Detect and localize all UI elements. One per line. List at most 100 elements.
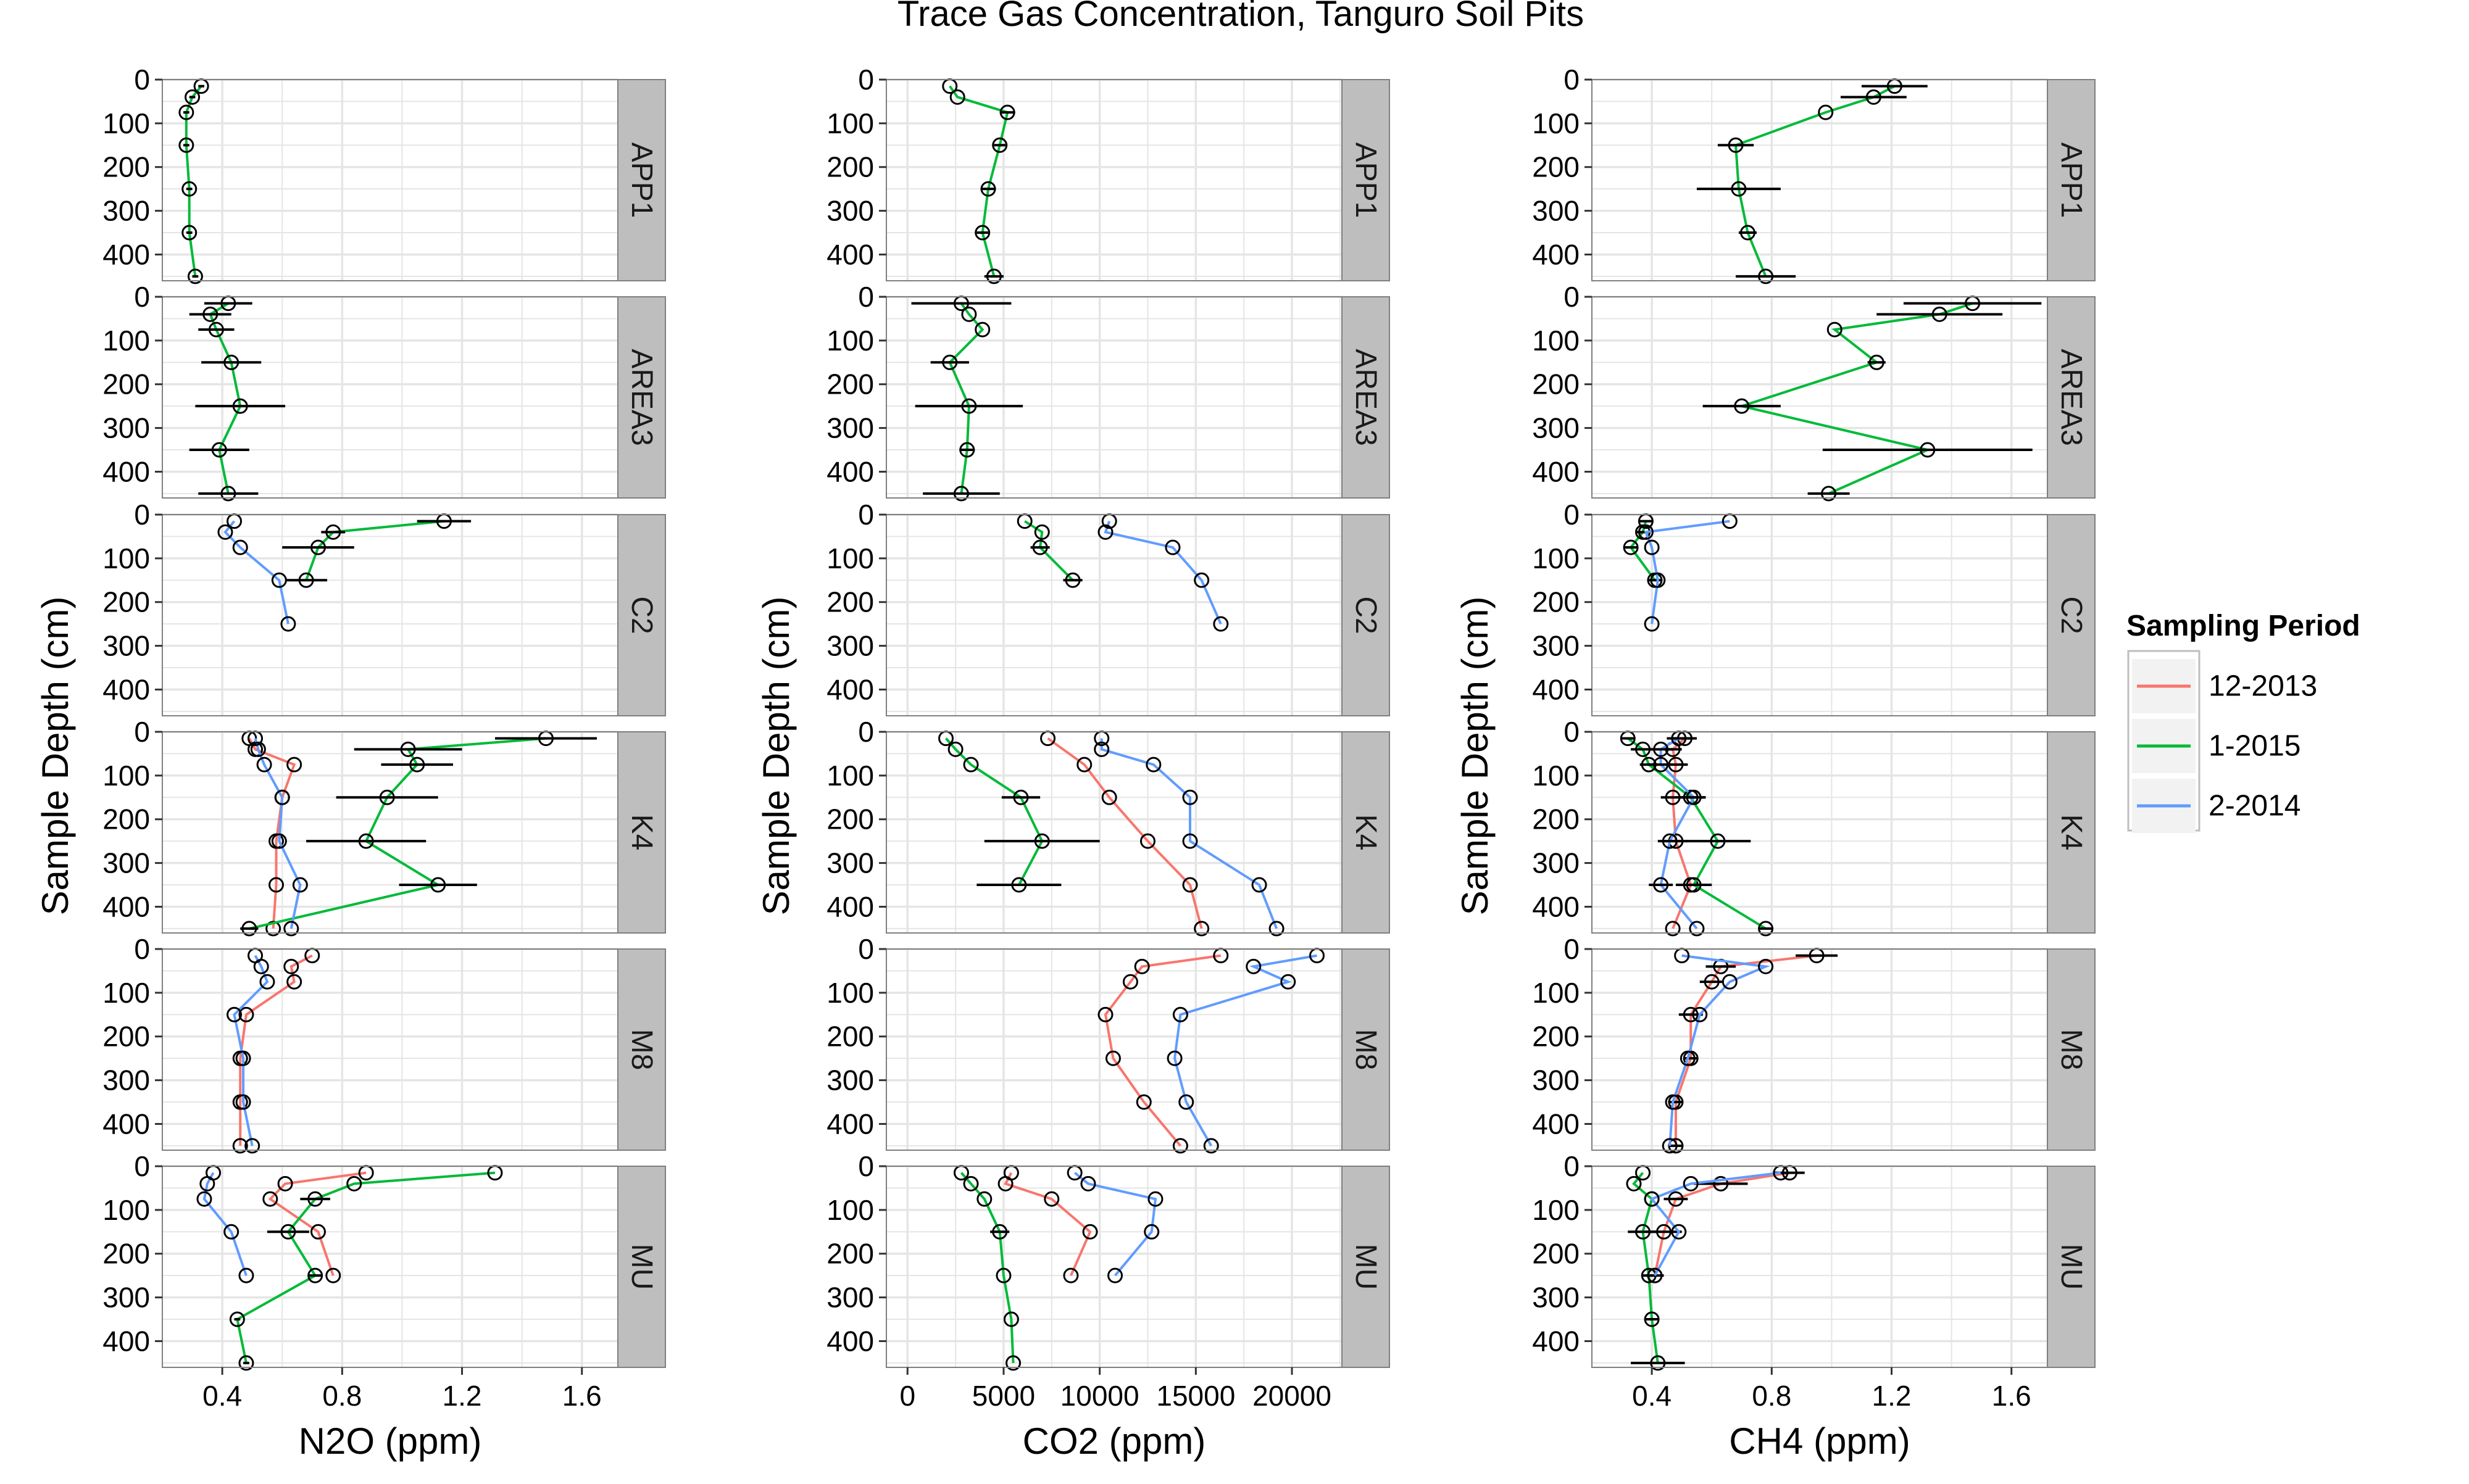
y-axis-label-col-2: Sample Depth (cm) <box>756 597 797 916</box>
y-tick-label: 200 <box>826 586 874 618</box>
facet-strip <box>617 948 666 1151</box>
facet-strip-label: AREA3 <box>1349 349 1382 446</box>
facet-strip-label: C2 <box>2055 596 2088 634</box>
facet-strip <box>617 79 666 281</box>
data-point <box>996 1267 1012 1283</box>
y-tick-label: 300 <box>826 412 874 444</box>
data-point <box>1065 572 1081 588</box>
y-tick-label: 200 <box>826 1021 874 1053</box>
facet-strip-label: K4 <box>625 815 658 851</box>
data-point <box>1734 398 1750 414</box>
y-tick-label: 100 <box>102 325 150 357</box>
data-point <box>999 104 1015 120</box>
data-point <box>283 921 299 937</box>
data-point <box>1683 1175 1699 1192</box>
y-tick-label: 400 <box>102 238 150 270</box>
series-line-2-2014 <box>223 520 289 624</box>
data-point <box>1758 921 1774 937</box>
series-1-2015 <box>911 296 1023 502</box>
y-tick-label: 0 <box>858 1150 874 1182</box>
series-line-2-2014 <box>1100 738 1278 929</box>
data-point <box>1758 958 1774 974</box>
data-point <box>1689 921 1705 937</box>
y-axis-label-col-1: Sample Depth (cm) <box>35 597 76 916</box>
data-point <box>250 741 266 757</box>
panel-n2o-ppm--k4: K4 0 100 200 300 400 <box>102 716 666 937</box>
facet-strip <box>1341 79 1390 281</box>
y-tick-label: 200 <box>1532 368 1580 400</box>
data-point <box>1623 539 1639 555</box>
y-tick-label: 200 <box>826 803 874 835</box>
data-point <box>223 354 239 370</box>
x-tick-label: 5000 <box>972 1380 1035 1412</box>
data-point <box>274 789 290 805</box>
facet-panels: APP1 0 100 200 300 400 AREA3 0 100 200 300 400 C2 0 10… <box>102 64 2096 1462</box>
y-tick-label: 400 <box>826 238 874 270</box>
series-line-12-2013 <box>1104 954 1222 1147</box>
data-point <box>1172 1006 1188 1022</box>
panel-background <box>886 297 1342 498</box>
data-point <box>271 833 287 849</box>
series-1-2015 <box>229 1165 503 1371</box>
y-tick-label: 100 <box>826 325 874 357</box>
data-point <box>1665 1094 1681 1110</box>
y-tick-label: 400 <box>102 1325 150 1357</box>
data-point <box>1013 789 1029 805</box>
legend-entries: 12-2013 1-2015 2-2014 <box>2132 659 2317 833</box>
facet-strip <box>2047 1166 2096 1368</box>
series-line-2-2014 <box>202 1172 248 1276</box>
y-tick-label: 300 <box>1532 195 1580 227</box>
data-point <box>1268 921 1284 937</box>
data-point <box>1147 1191 1164 1207</box>
data-point <box>238 1006 254 1022</box>
y-tick-label: 400 <box>102 455 150 487</box>
data-point <box>1653 877 1669 893</box>
data-point <box>1683 1006 1699 1022</box>
x-tick-label: 0 <box>899 1380 915 1412</box>
series-1-2015 <box>953 1165 1022 1371</box>
data-point <box>1167 1050 1183 1066</box>
data-point <box>1650 572 1666 588</box>
data-point <box>1063 1267 1079 1283</box>
data-point <box>202 306 219 322</box>
facet-strip-label: M8 <box>1349 1029 1382 1071</box>
legend: Sampling Period 12-2013 1-2015 2-2014 <box>2126 610 2360 833</box>
data-point <box>259 974 275 990</box>
x-axis-title: CH4 (ppm) <box>1729 1420 1910 1462</box>
panel-co2-ppm--c2: C2 0 100 200 300 400 <box>826 499 1390 716</box>
panel-background <box>162 949 618 1150</box>
data-point <box>1635 1224 1651 1240</box>
y-tick-label: 400 <box>1532 1325 1580 1357</box>
data-point <box>292 877 308 893</box>
y-tick-label: 100 <box>102 1194 150 1226</box>
data-point <box>1146 757 1162 773</box>
y-tick-label: 400 <box>102 673 150 705</box>
data-point <box>1105 1050 1121 1066</box>
data-point <box>1122 974 1138 990</box>
data-point <box>1650 1355 1666 1371</box>
panel-ch4-ppm--app1: APP1 0 100 200 300 400 <box>1532 64 2096 284</box>
y-tick-label: 0 <box>858 933 874 965</box>
series-2-2014 <box>1662 948 1774 1154</box>
data-point <box>1101 789 1117 805</box>
series-line-12-2013 <box>1004 1172 1092 1276</box>
legend-entry-12-2013: 12-2013 <box>2132 659 2317 713</box>
series-2-2014 <box>217 513 296 632</box>
facet-strip-label: AREA3 <box>625 349 658 446</box>
data-point <box>379 789 395 805</box>
y-tick-label: 400 <box>1532 890 1580 922</box>
y-tick-label: 200 <box>102 803 150 835</box>
y-tick-label: 100 <box>826 107 874 139</box>
data-point <box>1032 539 1048 555</box>
facet-strip <box>1341 731 1390 934</box>
data-point <box>238 1267 254 1283</box>
facet-strip-label: APP1 <box>625 143 658 218</box>
y-tick-label: 300 <box>1532 1282 1580 1314</box>
series-2-2014 <box>196 1165 254 1283</box>
data-point <box>986 268 1002 284</box>
facet-strip-label: C2 <box>625 596 658 634</box>
x-tick-label: 0.8 <box>1752 1380 1791 1412</box>
y-tick-label: 0 <box>134 716 150 748</box>
y-tick-label: 0 <box>1563 1150 1580 1182</box>
